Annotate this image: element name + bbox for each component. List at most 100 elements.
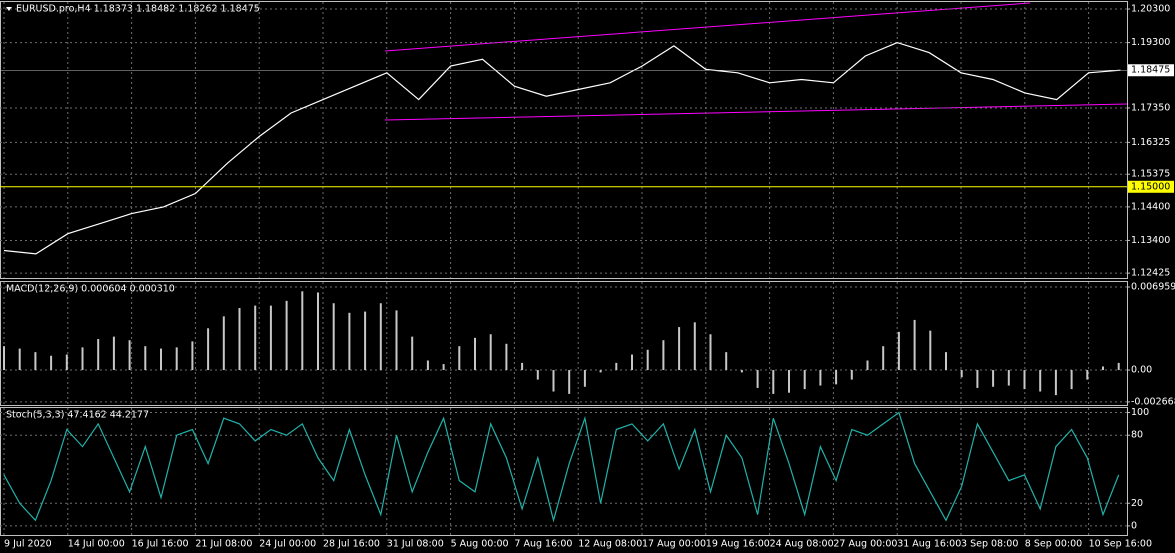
x-tick-label: 31 Aug 16:00 [897, 539, 961, 550]
histogram-bar [1054, 370, 1057, 396]
histogram-bar [552, 370, 555, 392]
histogram-bar [112, 336, 115, 371]
histogram-bar [489, 334, 492, 371]
x-tick-label: 3 Sep 08:00 [961, 539, 1018, 550]
main-title: EURUSD.pro,H4 1.18373 1.18482 1.18262 1.… [16, 4, 260, 15]
y-tick-label: -0.002668 [1131, 396, 1175, 407]
x-tick-label: 16 Jul 16:00 [132, 539, 189, 550]
histogram-bar [1039, 370, 1042, 392]
y-tick-label: 80 [1131, 430, 1143, 441]
y-tick-label: 1.13400 [1131, 235, 1170, 246]
histogram-bar [269, 305, 272, 371]
histogram-bar [819, 370, 822, 386]
y-tick-label: 1.16325 [1131, 137, 1170, 148]
y-tick-label: 1.14400 [1131, 201, 1170, 212]
histogram-bar [285, 300, 288, 371]
histogram-bar [411, 336, 414, 371]
histogram-bar [458, 346, 461, 371]
histogram-bar [866, 360, 869, 371]
main-frame [0, 1, 1128, 279]
series-line [3, 411, 1120, 523]
panel-frames [0, 1, 1128, 536]
histogram-bar [976, 370, 979, 388]
histogram-bar [426, 360, 429, 371]
histogram-bar [850, 370, 853, 380]
x-tick-label: 9 Jul 2020 [4, 539, 52, 550]
histogram-bar [615, 362, 618, 371]
x-tick-label: 5 Aug 00:00 [451, 539, 509, 550]
y-tick-label: 1.19300 [1131, 37, 1170, 48]
histogram-bar [725, 352, 728, 371]
histogram-bar [1117, 362, 1120, 371]
histogram-bar [599, 370, 602, 373]
histogram-bar [945, 352, 947, 371]
histogram-bar [128, 340, 131, 371]
histogram-bar [474, 337, 476, 371]
macd-frame [0, 281, 1128, 406]
x-tick-label: 17 Aug 00:00 [642, 539, 706, 550]
histogram-bar [144, 346, 147, 371]
histogram-bar [788, 370, 790, 393]
y-tick-label: 0 [1131, 520, 1137, 531]
histogram-bar [222, 316, 225, 371]
histogram-bar [442, 364, 445, 371]
series-line [3, 41, 1121, 255]
x-tick-label: 27 Aug 00:00 [833, 539, 897, 550]
histogram-bar [646, 349, 649, 371]
histogram-bar [238, 308, 241, 371]
x-tick-label: 28 Jul 16:00 [323, 539, 380, 550]
histogram-bar [992, 370, 995, 387]
histogram-bar [97, 339, 100, 371]
histogram-bar [536, 370, 539, 380]
histogram-bar [332, 303, 335, 371]
y-tick-label: 1.20300 [1131, 4, 1170, 15]
x-tick-label: 24 Jul 00:00 [259, 539, 316, 550]
histogram-bar [364, 311, 367, 371]
histogram-bar [929, 330, 932, 371]
histogram-bar [772, 370, 775, 394]
histogram-bar [254, 305, 257, 371]
histogram-bar [348, 312, 351, 371]
histogram-bar [960, 370, 963, 378]
price-label-box [1128, 64, 1174, 77]
histogram-bar [81, 347, 84, 371]
x-tick-label: 31 Jul 08:00 [387, 539, 444, 550]
channel-bottom [384, 103, 1128, 121]
histogram-bar [1102, 366, 1104, 371]
histogram-bar [65, 354, 68, 371]
histogram-bar [317, 292, 319, 371]
y-tick-label: 0.006959 [1131, 282, 1175, 293]
x-tick-label: 21 Jul 08:00 [195, 539, 252, 550]
histogram-bar [678, 327, 681, 371]
histogram-bar [693, 322, 696, 371]
histogram-bar [175, 347, 178, 371]
histogram-bar [50, 355, 53, 371]
macd-title: MACD(12,26,9) 0.000604 0.000310 [6, 284, 175, 295]
collapse-icon[interactable] [6, 7, 12, 11]
x-tick-label: 7 Aug 16:00 [514, 539, 572, 550]
y-tick-label: 0.00 [1131, 365, 1152, 376]
histogram-bar [835, 370, 838, 385]
histogram-bar [1023, 370, 1026, 390]
histogram-bar [1086, 370, 1089, 380]
x-tick-label: 10 Sep 16:00 [1089, 539, 1152, 550]
histogram-bar [897, 331, 900, 371]
x-tick-label: 19 Aug 16:00 [706, 539, 770, 550]
histogram-bar [191, 341, 194, 371]
y-tick-label: 1.15375 [1131, 169, 1170, 180]
stoch-frame [0, 407, 1128, 536]
histogram-bar [395, 310, 398, 371]
x-tick-label: 12 Aug 08:00 [578, 539, 642, 550]
histogram-bar [803, 370, 806, 390]
histogram-bar [882, 346, 885, 371]
x-tick-label: 14 Jul 00:00 [68, 539, 125, 550]
histogram-bar [379, 303, 382, 371]
histogram-bar [740, 370, 743, 373]
histogram-bar [583, 370, 586, 387]
y-tick-label: 1.17350 [1131, 102, 1170, 113]
y-tick-label: 1.12425 [1131, 268, 1170, 279]
histogram-bar [18, 348, 21, 371]
hline-label-box [1128, 180, 1174, 193]
